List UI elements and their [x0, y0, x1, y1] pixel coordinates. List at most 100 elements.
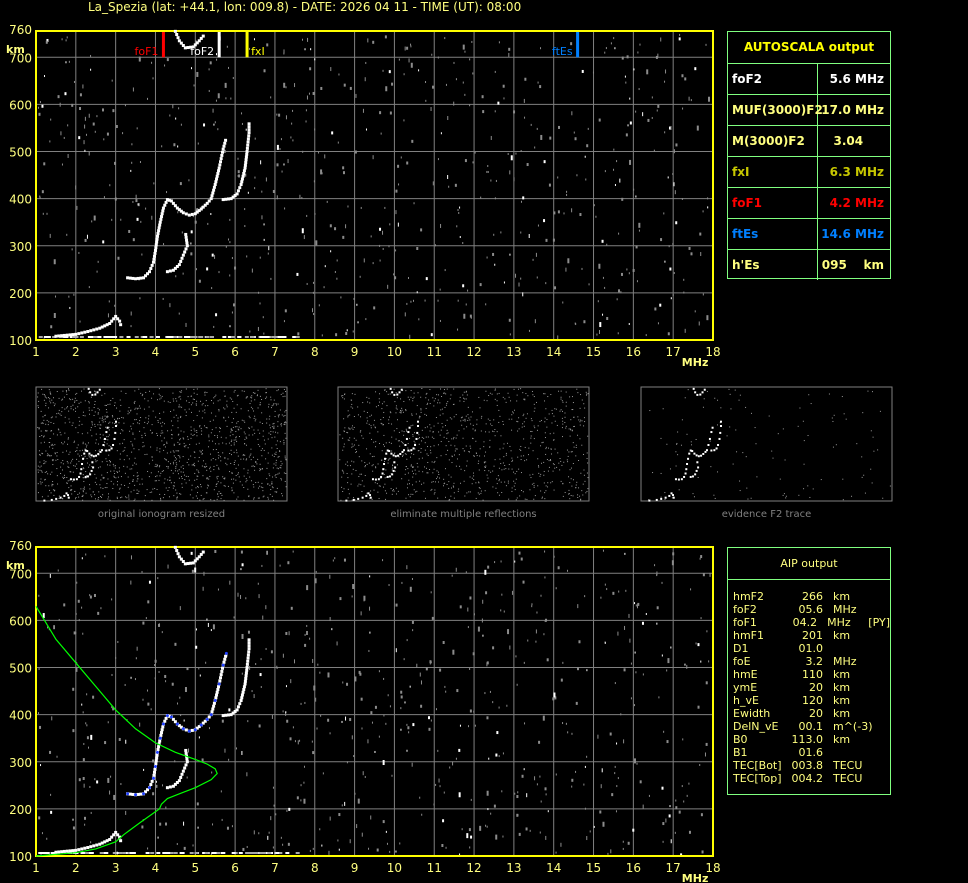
- noise-dot: [241, 633, 244, 639]
- noise-dot: [237, 421, 239, 423]
- noise-dot: [41, 104, 44, 108]
- noise-dot: [863, 474, 865, 476]
- noise-dot: [134, 390, 136, 392]
- noise-dot: [184, 479, 186, 481]
- noise-dot: [493, 419, 495, 421]
- noise-dot: [412, 466, 414, 468]
- noise-dot: [46, 430, 48, 432]
- noise-dot: [116, 407, 118, 409]
- noise-dot: [286, 719, 289, 723]
- noise-dot: [114, 467, 116, 469]
- noise-dot: [113, 476, 115, 478]
- noise-dot: [401, 581, 403, 584]
- noise-dot: [496, 483, 498, 485]
- noise-dot: [274, 410, 276, 412]
- noise-dot: [579, 438, 581, 440]
- noise-dot: [208, 485, 210, 487]
- noise-dot: [567, 731, 569, 734]
- noise-dot: [410, 43, 412, 46]
- trace-point: [384, 457, 387, 460]
- noise-dot: [62, 451, 64, 453]
- trace-point: [664, 496, 667, 499]
- noise-dot: [158, 479, 160, 481]
- noise-dot: [43, 393, 45, 395]
- noise-dot: [50, 455, 52, 457]
- noise-dot: [130, 409, 132, 411]
- noise-dot: [312, 308, 314, 313]
- noise-dot: [404, 312, 406, 317]
- noise-dot: [672, 294, 674, 297]
- noise-dot: [529, 489, 531, 491]
- noise-dot: [675, 221, 678, 225]
- noise-dot: [695, 438, 697, 440]
- noise-dot: [135, 463, 137, 465]
- noise-dot: [231, 472, 233, 474]
- noise-dot: [448, 487, 450, 489]
- param-value: 17.0 MHz: [821, 103, 884, 117]
- noise-dot: [547, 482, 549, 484]
- noise-dot: [551, 453, 553, 455]
- trace-point: [106, 426, 109, 429]
- extraordinary-trace-point: [245, 150, 249, 154]
- noise-dot: [550, 482, 552, 484]
- extraordinary-trace-point: [246, 143, 250, 147]
- noise-dot: [348, 428, 350, 430]
- noise-dot: [190, 426, 192, 428]
- noise-dot: [393, 388, 395, 390]
- noise-dot: [649, 410, 651, 412]
- noise-dot: [55, 459, 57, 461]
- noise-dot: [450, 476, 452, 478]
- noise-dot: [526, 498, 528, 500]
- y-tick-label: 200: [9, 287, 32, 301]
- noise-dot: [297, 740, 299, 745]
- noise-dot: [198, 279, 201, 283]
- noise-dot: [719, 422, 721, 424]
- noise-dot: [246, 458, 248, 460]
- noise-dot: [245, 481, 247, 483]
- ordinary-trace-point: [201, 205, 205, 209]
- noise-dot: [208, 436, 210, 438]
- noise-dot: [272, 431, 274, 433]
- noise-dot: [236, 452, 238, 454]
- noise-dot: [554, 467, 556, 469]
- noise-dot: [362, 108, 364, 113]
- noise-dot: [405, 466, 407, 468]
- noise-dot: [146, 489, 148, 491]
- noise-dot: [70, 406, 72, 408]
- aip-cell: h_vE: [733, 694, 759, 707]
- aip-cell: 00.1: [798, 720, 824, 733]
- e-layer-echo: [194, 852, 199, 854]
- noise-dot: [110, 775, 112, 778]
- noise-dot: [601, 239, 604, 243]
- noise-dot: [148, 418, 150, 420]
- aip-row: ymE 20 km: [733, 681, 890, 694]
- noise-dot: [494, 459, 496, 461]
- noise-dot: [279, 564, 281, 567]
- noise-dot: [497, 101, 500, 105]
- noise-dot: [285, 86, 287, 89]
- noise-dot: [218, 410, 220, 412]
- noise-dot: [233, 442, 235, 444]
- noise-dot: [577, 416, 579, 418]
- noise-dot: [265, 605, 267, 610]
- noise-dot: [396, 397, 398, 399]
- noise-dot: [411, 578, 413, 581]
- noise-dot: [526, 793, 528, 798]
- noise-dot: [170, 463, 172, 465]
- noise-dot: [423, 490, 425, 492]
- noise-dot: [447, 175, 449, 180]
- noise-dot: [455, 414, 457, 416]
- trace-point: [392, 469, 395, 472]
- noise-dot: [520, 455, 522, 457]
- noise-dot: [572, 479, 574, 481]
- noise-dot: [37, 469, 39, 471]
- ordinary-trace-point: [161, 209, 165, 213]
- noise-dot: [342, 171, 345, 175]
- noise-dot: [169, 476, 171, 478]
- noise-dot: [536, 429, 538, 431]
- x-tick-label: 4: [152, 861, 160, 875]
- noise-dot: [347, 416, 349, 418]
- noise-dot: [670, 839, 672, 844]
- ordinary-trace-point: [159, 217, 163, 221]
- noise-dot: [407, 726, 410, 730]
